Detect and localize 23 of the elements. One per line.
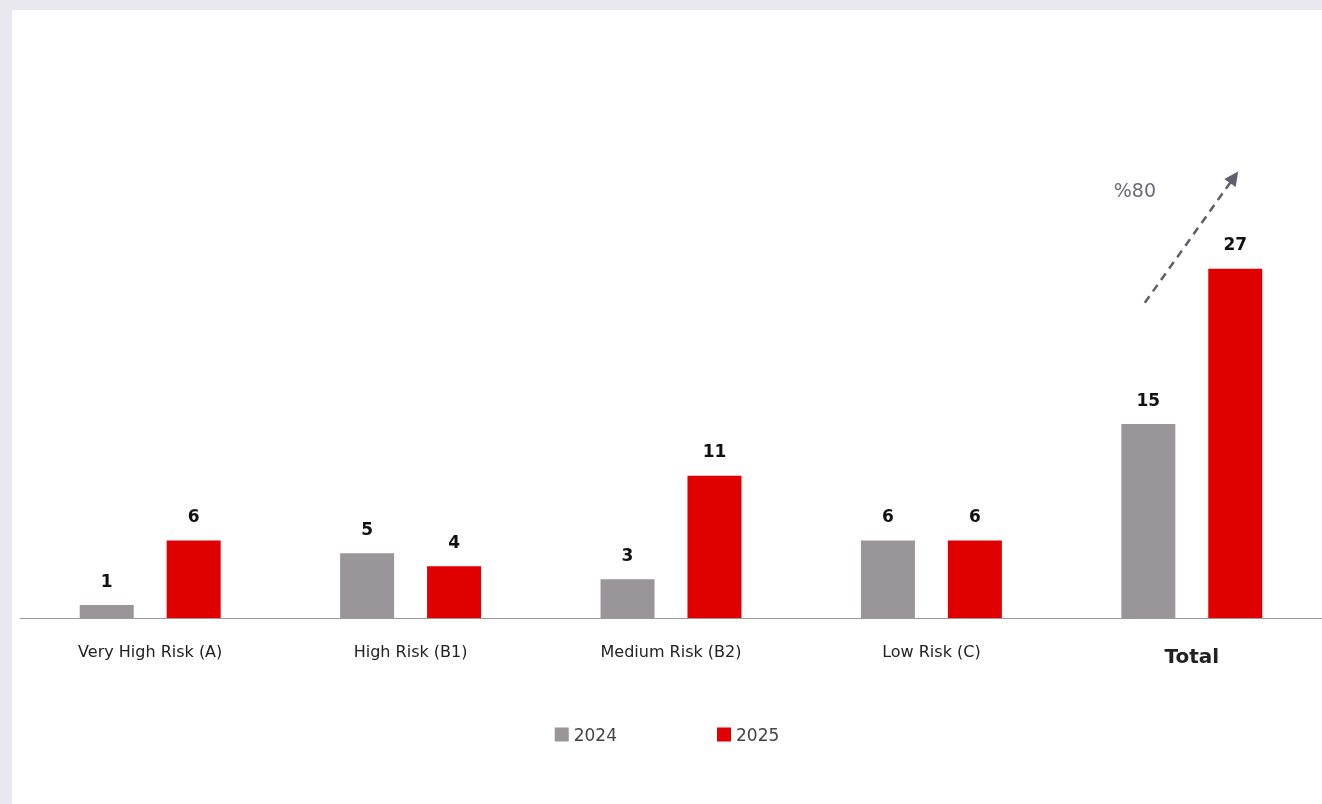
x-tick-label: Total xyxy=(1164,644,1220,668)
data-label: 4 xyxy=(448,531,461,552)
bar xyxy=(687,475,742,618)
bar xyxy=(427,566,482,618)
bar xyxy=(947,540,1002,618)
text: %80 xyxy=(1113,178,1157,201)
data-label: 27 xyxy=(1223,234,1248,255)
legend-label: 2025 xyxy=(736,724,780,745)
x-tick-label: Medium Risk (B2) xyxy=(600,641,742,661)
data-label: 1 xyxy=(100,570,113,591)
data-label: 6 xyxy=(968,505,981,526)
x-tick-label: Very High Risk (A) xyxy=(78,641,223,661)
bar xyxy=(166,540,221,618)
data-label: 5 xyxy=(361,518,374,539)
data-label: 6 xyxy=(882,505,894,526)
data-label: 3 xyxy=(621,544,634,565)
data-label: 15 xyxy=(1136,389,1161,410)
bar xyxy=(1208,268,1263,618)
x-tick-label: Low Risk (C) xyxy=(882,641,981,661)
data-label: 11 xyxy=(702,441,727,462)
x-tick-label: High Risk (B1) xyxy=(353,641,468,661)
data-label: 6 xyxy=(187,505,200,526)
legend-label: 2024 xyxy=(573,724,617,745)
